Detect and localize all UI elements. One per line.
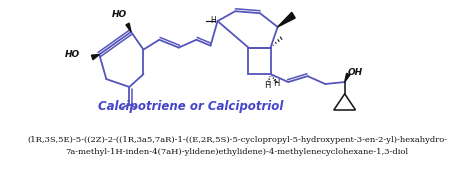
Text: HO: HO (111, 10, 127, 19)
Text: OH: OH (347, 68, 363, 77)
Text: H: H (273, 79, 280, 88)
Text: HO: HO (65, 50, 80, 59)
Text: H: H (264, 81, 270, 90)
Polygon shape (345, 73, 350, 82)
Text: (1R,3S,5E)-5-((2Z)-2-((1R,3a5,7aR)-1-((E,2R,5S)-5-cyclopropyl-5-hydroxypent-3-en: (1R,3S,5E)-5-((2Z)-2-((1R,3a5,7aR)-1-((E… (27, 136, 447, 144)
Text: Calcipotriene or Calcipotriol: Calcipotriene or Calcipotriol (99, 100, 284, 113)
Polygon shape (91, 54, 99, 60)
Polygon shape (278, 12, 295, 27)
Polygon shape (126, 23, 131, 32)
Text: 7a-methyl-1H-inden-4(7aH)-ylidene)ethylidene)-4-methylenecyclohexane-1,3-diol: 7a-methyl-1H-inden-4(7aH)-ylidene)ethyli… (65, 148, 409, 156)
Text: H: H (210, 16, 216, 25)
